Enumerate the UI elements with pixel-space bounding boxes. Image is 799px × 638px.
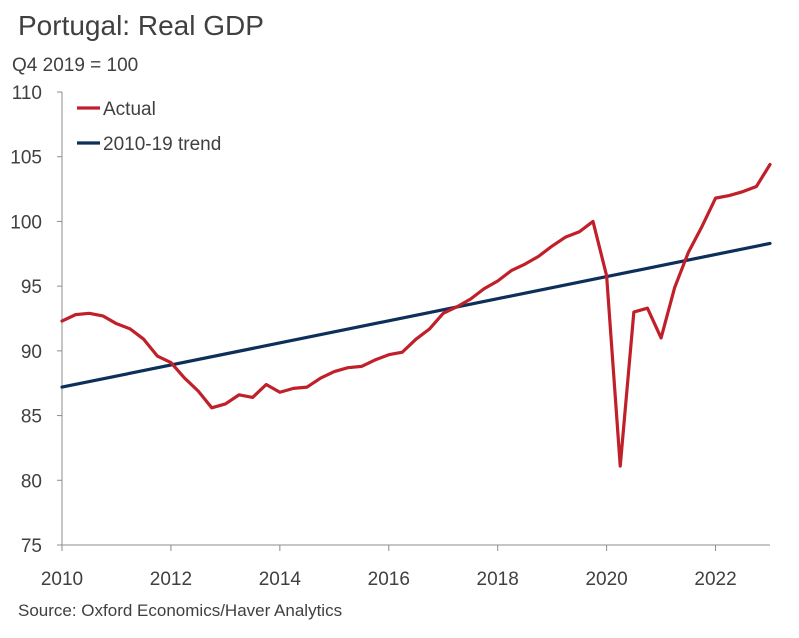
chart-title: Portugal: Real GDP: [18, 10, 264, 41]
y-tick-label: 75: [21, 536, 42, 557]
y-tick-label: 100: [10, 212, 42, 233]
x-tick-label: 2012: [150, 569, 192, 590]
series-line-actual: [60, 162, 772, 468]
chart-subtitle: Q4 2019 = 100: [12, 55, 139, 76]
y-tick-label: 85: [21, 407, 42, 428]
y-tick-label: 90: [21, 342, 42, 363]
legend-label: 2010-19 trend: [103, 134, 221, 155]
y-tick-label: 80: [21, 471, 42, 492]
chart-source: Source: Oxford Economics/Haver Analytics: [18, 601, 343, 620]
x-tick-label: 2018: [477, 569, 519, 590]
chart-axes: 75 80 85 90 95 100 105 110 2010 2012 2014 2016 2018 2…: [10, 83, 770, 590]
x-tick-label: 2022: [694, 569, 736, 590]
x-tick-label: 2014: [259, 569, 302, 590]
chart-legend: Actual 2010-19 trend: [77, 99, 221, 155]
series-line-trend: [60, 241, 772, 389]
chart-series: [60, 162, 772, 468]
y-tick-label: 105: [10, 148, 42, 169]
line-chart: 75 80 85 90 95 100 105 110 2010 2012 2014 2016 2018 2…: [10, 83, 772, 590]
legend-label: Actual: [103, 99, 156, 120]
x-tick-label: 2020: [585, 569, 627, 590]
y-tick-label: 110: [12, 83, 42, 104]
x-tick-label: 2010: [41, 569, 83, 590]
x-tick-label: 2016: [368, 569, 410, 590]
y-tick-label: 95: [21, 277, 42, 298]
